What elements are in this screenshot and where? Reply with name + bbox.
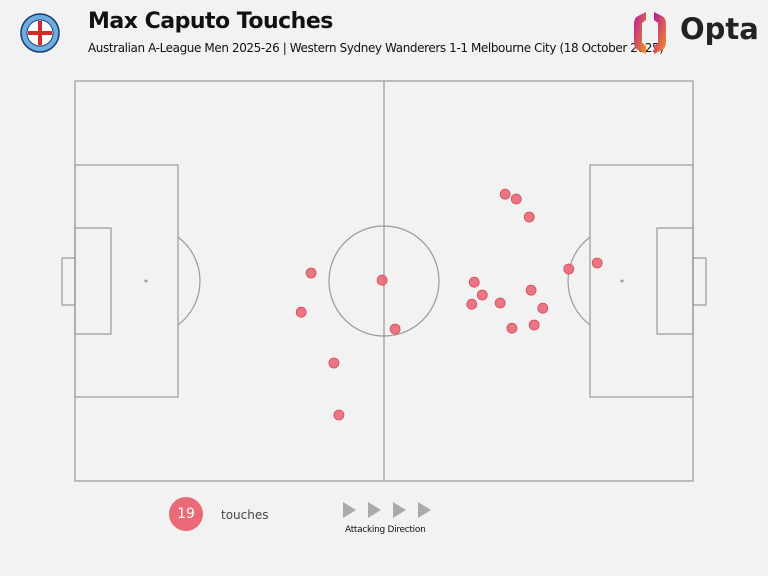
right-penalty-spot <box>620 279 624 283</box>
touch-point <box>333 409 345 421</box>
touch-point <box>510 193 522 205</box>
team-badge-icon <box>20 12 60 58</box>
touch-point <box>466 298 478 310</box>
touch-point <box>494 297 506 309</box>
touch-point <box>528 319 540 331</box>
touch-count-label: touches <box>221 508 269 522</box>
touch-point <box>476 289 488 301</box>
left-six-yard-box <box>74 227 112 335</box>
touch-point <box>328 357 340 369</box>
centre-circle <box>328 225 440 337</box>
touch-point <box>305 267 317 279</box>
touch-point <box>525 284 537 296</box>
touch-points <box>295 188 603 421</box>
opta-logo-icon <box>632 10 672 60</box>
touch-count-marker: 19 <box>169 497 203 531</box>
touch-point <box>295 306 307 318</box>
touch-point <box>499 188 511 200</box>
touch-point <box>523 211 535 223</box>
touch-point <box>468 276 480 288</box>
left-penalty-spot <box>144 279 148 283</box>
touch-point <box>376 274 388 286</box>
right-penalty-arc <box>567 236 591 326</box>
attacking-direction-arrows-icon <box>343 502 431 518</box>
touch-point <box>389 323 401 335</box>
chart-title: Max Caputo Touches <box>88 9 333 34</box>
left-penalty-box <box>74 164 179 398</box>
touch-point <box>506 322 518 334</box>
left-penalty-arc <box>177 236 201 326</box>
chart-subtitle: Australian A-League Men 2025-26 | Wester… <box>88 41 664 55</box>
left-goal <box>61 257 76 306</box>
right-six-yard-box <box>656 227 694 335</box>
opta-logo-text: Opta <box>680 12 759 46</box>
touch-point <box>563 263 575 275</box>
right-penalty-box <box>589 164 694 398</box>
touch-point <box>537 302 549 314</box>
right-goal <box>692 257 707 306</box>
attacking-direction-label: Attacking Direction <box>345 525 426 535</box>
touch-point <box>591 257 603 269</box>
